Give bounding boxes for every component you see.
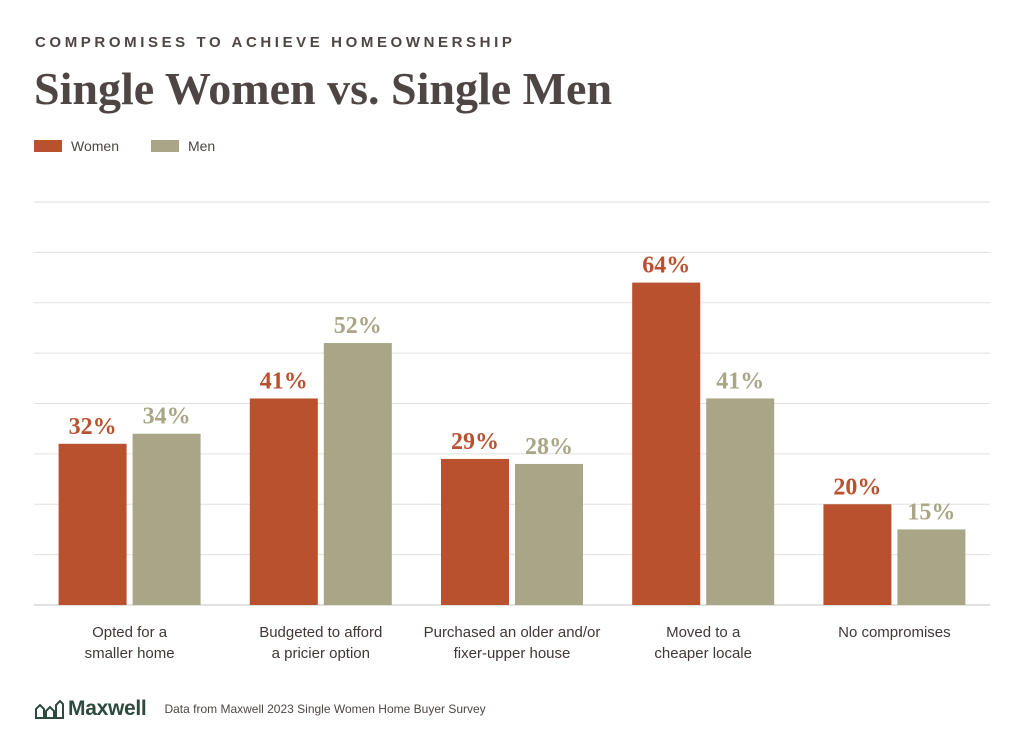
category-label: Moved to a (666, 624, 741, 641)
legend: Women Men (34, 138, 247, 154)
data-label-women: 29% (451, 429, 499, 455)
maxwell-logo: Maxwell (34, 697, 147, 721)
house-bars-icon (35, 699, 64, 719)
footer: Maxwell Data from Maxwell 2023 Single Wo… (34, 697, 486, 721)
data-label-men: 28% (525, 434, 573, 460)
data-label-men: 15% (907, 499, 955, 525)
category-label: Budgeted to afford (259, 624, 382, 641)
bar-men (897, 529, 966, 605)
legend-item-women: Women (34, 138, 119, 154)
category-label: No compromises (838, 624, 951, 641)
category-label: a pricier option (272, 645, 370, 662)
bar-women (58, 443, 127, 605)
bar-women (249, 398, 318, 605)
source-note: Data from Maxwell 2023 Single Women Home… (164, 702, 486, 716)
bar-men (706, 398, 775, 605)
data-label-men: 41% (716, 368, 764, 394)
legend-swatch-men (150, 140, 179, 152)
data-label-men: 52% (334, 313, 382, 339)
data-label-women: 41% (260, 368, 308, 394)
category-label: cheaper locale (654, 645, 752, 662)
category-label: smaller home (85, 645, 175, 662)
data-label-women: 64% (642, 253, 690, 279)
legend-label-men: Men (187, 138, 216, 154)
bar-men (515, 463, 583, 605)
bar-men (323, 343, 392, 605)
category-label: Opted for a (92, 624, 168, 641)
category-label: fixer-upper house (454, 645, 571, 662)
chart-title: Single Women vs. Single Men (34, 63, 613, 114)
bar-women (632, 282, 701, 605)
legend-swatch-women (34, 140, 62, 152)
legend-item-men: Men (150, 138, 216, 154)
data-label-women: 20% (833, 474, 881, 500)
data-label-men: 34% (143, 404, 191, 430)
data-label-women: 32% (69, 414, 117, 440)
category-label: Purchased an older and/or (424, 624, 601, 641)
bar-men (132, 433, 201, 605)
legend-label-women: Women (71, 138, 119, 154)
chart-eyebrow: COMPROMISES TO ACHIEVE HOMEOWNERSHIP (35, 34, 516, 51)
logo-text: Maxwell (68, 697, 147, 720)
bar-women (441, 458, 509, 605)
bar-women (823, 504, 892, 605)
